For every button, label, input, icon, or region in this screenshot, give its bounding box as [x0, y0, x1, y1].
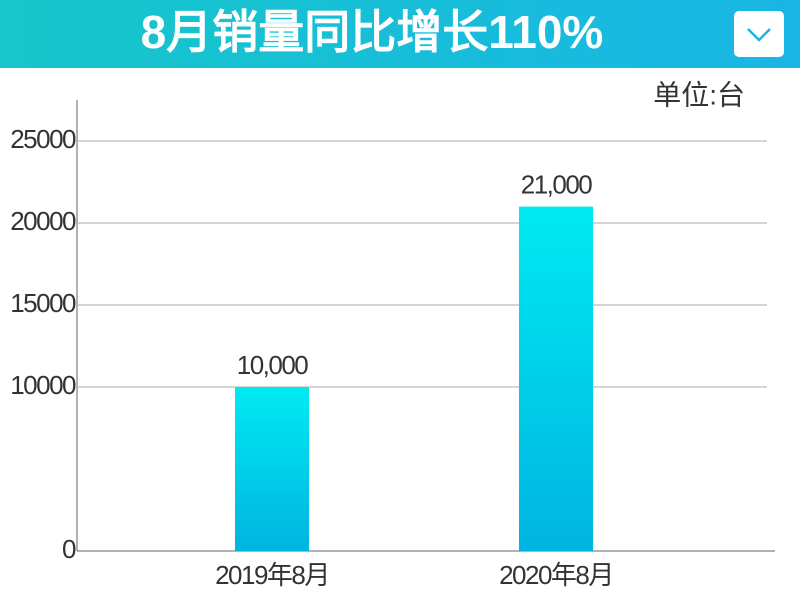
- value-label: 10,000: [237, 350, 309, 380]
- chart-title: 8月销量同比增长110%: [141, 6, 604, 58]
- value-label: 21,000: [521, 169, 593, 199]
- bar: [235, 387, 309, 551]
- y-tick-label: 10000: [10, 370, 76, 400]
- unit-label: 单位:台: [653, 79, 745, 110]
- bar: [519, 206, 593, 551]
- y-tick-label: 20000: [10, 206, 76, 236]
- dropdown-button[interactable]: [734, 11, 784, 57]
- header-bar: [0, 0, 800, 68]
- x-tick-label: 2019年8月: [215, 560, 329, 590]
- x-tick-label: 2020年8月: [499, 560, 613, 590]
- y-tick-label: 25000: [10, 124, 76, 154]
- y-tick-label: 0: [62, 534, 76, 564]
- y-tick-label: 15000: [10, 288, 76, 318]
